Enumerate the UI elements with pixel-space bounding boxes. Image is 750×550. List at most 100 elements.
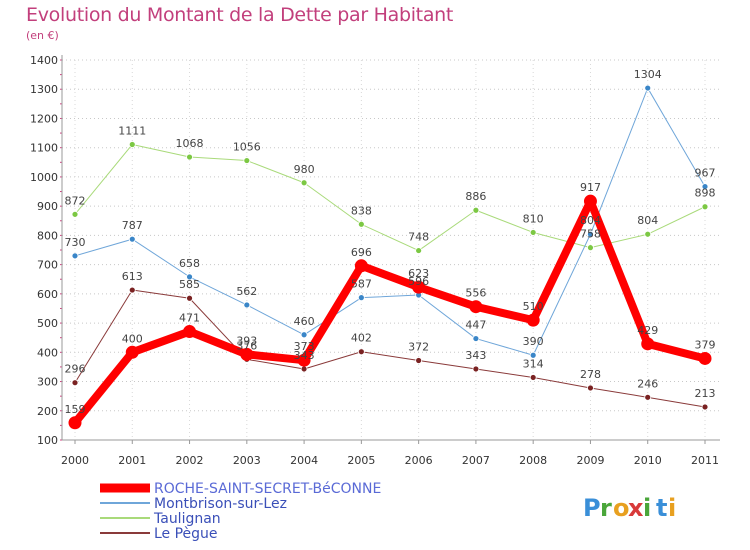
legend-label: Montbrison-sur-Lez	[154, 496, 287, 512]
series-line	[74, 143, 706, 252]
data-point	[71, 379, 79, 387]
x-tick-label: 2009	[576, 454, 604, 467]
data-label: 980	[294, 163, 315, 176]
data-point	[186, 273, 193, 281]
y-tick-label: 500	[37, 317, 58, 330]
y-tick-label: 200	[37, 405, 58, 418]
series-line	[74, 87, 706, 356]
y-tick-label: 600	[37, 288, 58, 301]
data-label: 379	[695, 338, 716, 351]
data-label: 246	[637, 377, 658, 390]
data-point	[701, 183, 709, 190]
data-point	[529, 229, 537, 236]
data-label: 447	[465, 319, 486, 332]
x-tick-label: 2007	[462, 454, 490, 467]
axes: 100 200 300 400 500 600 700 800 900 1000 1100 1200 1…	[30, 54, 720, 467]
data-label: 804	[580, 214, 601, 227]
data-point	[71, 210, 79, 218]
data-point	[472, 206, 480, 214]
data-point	[644, 84, 652, 92]
data-label: 460	[294, 315, 315, 328]
data-label: 872	[65, 194, 86, 207]
y-tick-label: 400	[37, 346, 58, 359]
brand-letter: o	[613, 494, 630, 522]
brand-letter: x	[628, 494, 644, 522]
data-label: 886	[465, 190, 486, 203]
brand-letter: P	[583, 494, 601, 522]
data-point	[243, 301, 251, 309]
data-point	[529, 351, 537, 359]
data-label: 613	[122, 270, 143, 283]
data-label: 1068	[176, 137, 204, 150]
data-point	[415, 247, 423, 254]
data-label: 787	[122, 219, 143, 232]
data-label: 898	[695, 187, 716, 200]
y-tick-label: 100	[37, 434, 58, 447]
data-label: 393	[236, 334, 257, 347]
data-point	[71, 252, 79, 260]
data-point	[183, 325, 197, 339]
chart-title: Evolution du Montant de la Dette par Hab…	[26, 4, 454, 26]
data-label: 810	[523, 212, 544, 225]
data-label: 296	[65, 363, 86, 376]
data-label: 390	[523, 335, 544, 348]
data-point	[698, 351, 712, 365]
x-tick-label: 2005	[347, 454, 375, 467]
y-tick-label: 700	[37, 259, 58, 272]
data-label: 159	[65, 403, 86, 416]
data-label: 278	[580, 368, 601, 381]
data-label: 373	[294, 340, 315, 353]
data-point	[412, 280, 426, 294]
data-label: 1304	[634, 68, 662, 81]
data-point	[125, 345, 139, 359]
y-tick-label: 900	[37, 200, 58, 213]
y-tick-label: 1200	[30, 112, 58, 125]
data-label: 213	[695, 387, 716, 400]
data-point	[243, 157, 251, 164]
data-label: 730	[65, 236, 86, 249]
grid-lines	[62, 59, 720, 441]
data-label: 343	[465, 349, 486, 362]
data-label: 343	[294, 349, 315, 362]
data-point	[128, 235, 136, 243]
data-label: 510	[523, 300, 544, 313]
legend: ROCHE-SAINT-SECRET-BéCONNEMontbrison-sur…	[100, 481, 381, 542]
data-point	[701, 403, 709, 411]
data-point	[587, 230, 594, 238]
data-point	[357, 220, 365, 228]
data-label: 596	[408, 275, 429, 288]
x-tick-label: 2011	[691, 454, 719, 467]
data-label: 658	[179, 257, 200, 270]
data-label: 917	[580, 181, 601, 194]
legend-label: Taulignan	[153, 511, 221, 527]
data-point	[186, 153, 193, 161]
data-point	[415, 357, 423, 364]
chart-subtitle: (en €)	[26, 29, 59, 42]
data-point	[526, 313, 540, 327]
data-point	[300, 331, 308, 339]
data-point	[357, 294, 365, 302]
data-label: 372	[408, 340, 429, 353]
data-label: 556	[465, 287, 486, 300]
data-label: 587	[351, 278, 372, 291]
data-point	[68, 416, 82, 430]
y-tick-label: 800	[37, 229, 58, 242]
data-point	[644, 230, 652, 238]
legend-label: ROCHE-SAINT-SECRET-BéCONNE	[154, 481, 381, 497]
data-point	[583, 194, 597, 208]
data-label: 562	[236, 285, 257, 298]
brand-letter: t	[656, 494, 667, 522]
data-label: 758	[580, 228, 601, 241]
data-point	[300, 179, 308, 187]
data-point	[529, 374, 537, 381]
y-tick-label: 1300	[30, 83, 58, 96]
data-label: 585	[179, 278, 200, 291]
data-label: 1056	[233, 141, 261, 154]
data-label: 314	[523, 357, 544, 370]
brand-letter: i	[643, 494, 651, 522]
data-point	[701, 203, 709, 211]
x-tick-label: 2010	[634, 454, 662, 467]
y-tick-label: 300	[37, 376, 58, 389]
data-point	[300, 365, 308, 373]
